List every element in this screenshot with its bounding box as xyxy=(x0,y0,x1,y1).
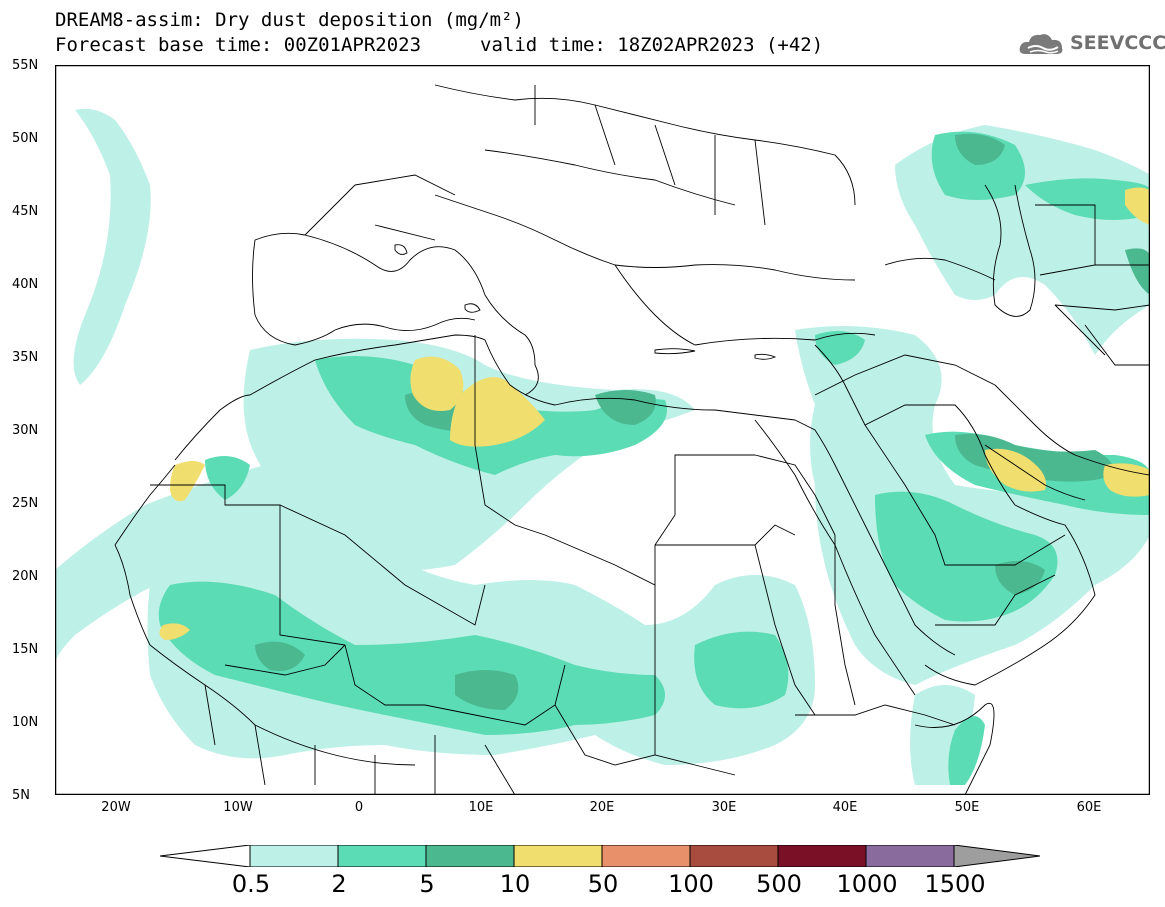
lat-label: 40N xyxy=(12,277,39,292)
lon-label: 10E xyxy=(468,800,494,815)
colorbar-label: 1000 xyxy=(836,870,898,898)
colorbar-swatch xyxy=(249,845,339,867)
colorbar-label: 100 xyxy=(668,870,714,898)
lon-label: 30E xyxy=(711,800,737,815)
lon-label: 20W xyxy=(101,800,131,815)
lon-label: 50E xyxy=(954,800,980,815)
colorbar-label: 1500 xyxy=(924,870,986,898)
lat-label: 50N xyxy=(12,131,39,146)
country-boundaries xyxy=(114,84,1150,795)
colorbar-swatch xyxy=(425,845,515,867)
lat-label: 15N xyxy=(12,642,39,657)
forecast-base-time: Forecast base time: 00Z01APR2023 xyxy=(55,34,422,56)
lat-label: 45N xyxy=(12,204,39,219)
colorbar-label: 10 xyxy=(499,870,531,898)
colorbar-swatch xyxy=(513,845,603,867)
dust-field-high xyxy=(159,187,1150,640)
lat-label: 30N xyxy=(12,423,39,438)
lat-label: 25N xyxy=(12,496,39,511)
colorbar-label: 500 xyxy=(756,870,802,898)
colorbar-swatch xyxy=(777,845,867,867)
lon-label: 10W xyxy=(223,800,253,815)
colorbar-swatch xyxy=(337,845,427,867)
lat-label: 35N xyxy=(12,350,39,365)
lat-label: 5N xyxy=(12,788,30,803)
logo-text: SEEVCCC xyxy=(1070,32,1165,54)
colorbar-swatch xyxy=(689,845,779,867)
colorbar-label: 0.5 xyxy=(231,870,271,898)
lon-label: 20E xyxy=(589,800,615,815)
colorbar xyxy=(160,845,1040,867)
lon-label: 60E xyxy=(1076,800,1102,815)
lat-label: 55N xyxy=(12,58,39,73)
lat-label: 20N xyxy=(12,569,39,584)
colorbar-label: 50 xyxy=(587,870,619,898)
colorbar-swatch xyxy=(865,845,955,867)
valid-time: valid time: 18Z02APR2023 (+42) xyxy=(480,34,824,56)
seevccc-logo: SEEVCCC xyxy=(1018,28,1165,60)
colorbar-label: 2 xyxy=(331,870,347,898)
colorbar-swatch xyxy=(601,845,691,867)
map-title: DREAM8-assim: Dry dust deposition (mg/m²… xyxy=(55,9,524,31)
lon-label: 0 xyxy=(354,800,364,815)
cloud-logo-icon xyxy=(1019,34,1063,54)
dust-deposition-map xyxy=(55,65,1150,795)
lat-label: 10N xyxy=(12,715,39,730)
lon-label: 40E xyxy=(832,800,858,815)
colorbar-label: 5 xyxy=(419,870,435,898)
